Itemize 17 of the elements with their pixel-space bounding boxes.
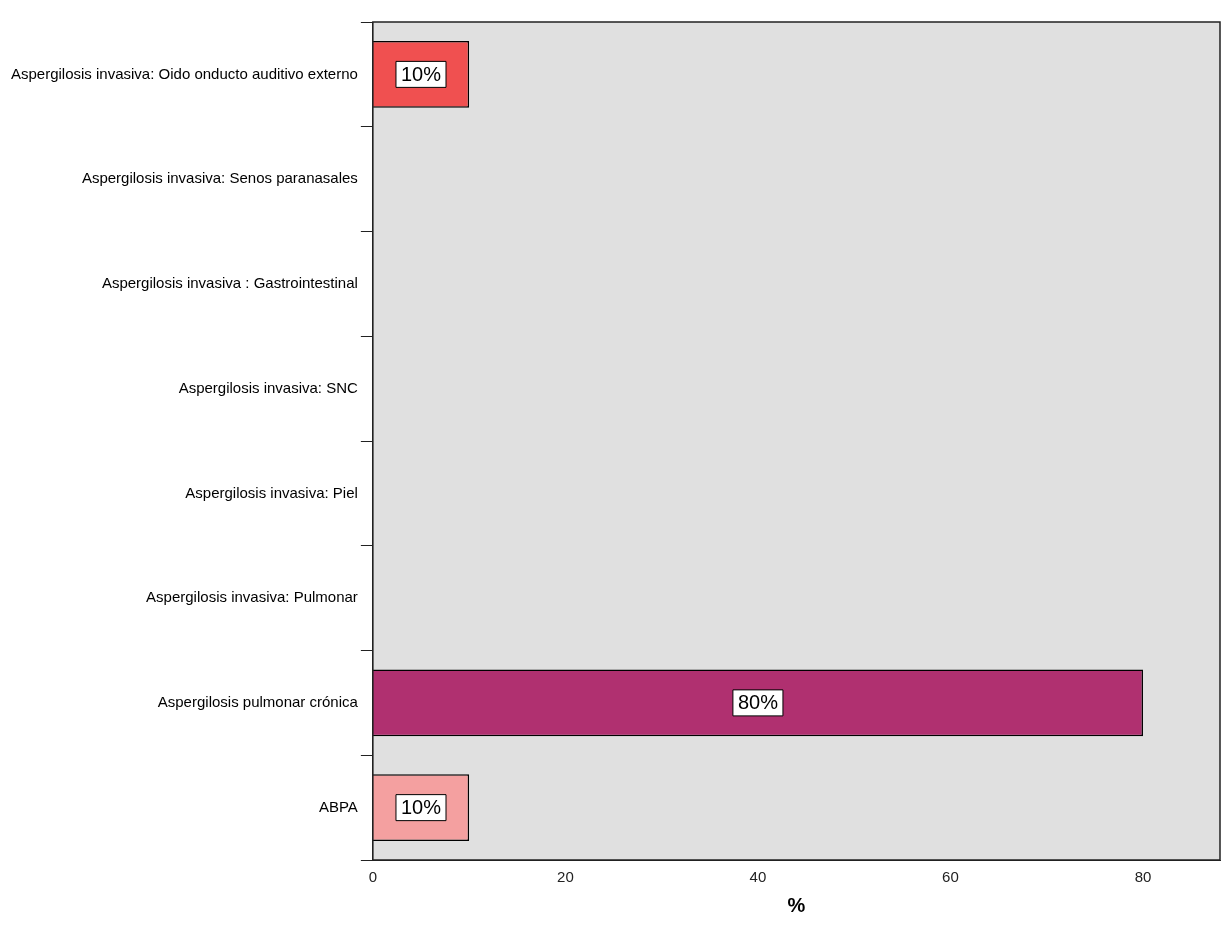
x-tick-label: 20	[557, 868, 574, 886]
data-label: 10%	[400, 62, 442, 85]
x-tick-label: 60	[942, 868, 959, 886]
y-tick-label: Aspergilosis invasiva: Pulmonar	[146, 588, 358, 606]
y-tick-label: Aspergilosis invasiva: Piel	[185, 483, 358, 501]
data-label: 80%	[737, 691, 779, 714]
x-tick-label: 80	[1134, 868, 1152, 886]
y-tick-label: Aspergilosis pulmonar crónica	[157, 693, 359, 711]
y-tick-label: ABPA	[318, 797, 358, 815]
x-tick-label: 0	[368, 868, 378, 886]
data-label: 10%	[400, 796, 442, 819]
x-axis-title: %	[787, 893, 806, 916]
y-tick-label: Aspergilosis invasiva : Gastrointestinal	[101, 274, 358, 292]
y-tick-label: Aspergilosis invasiva: Oido onducto auditivo externo	[10, 64, 358, 82]
y-tick-label: Aspergilosis invasiva: SNC	[178, 378, 359, 396]
x-tick-label: 40	[749, 868, 767, 886]
y-tick-label: Aspergilosis invasiva: Senos paranasales	[81, 169, 358, 187]
